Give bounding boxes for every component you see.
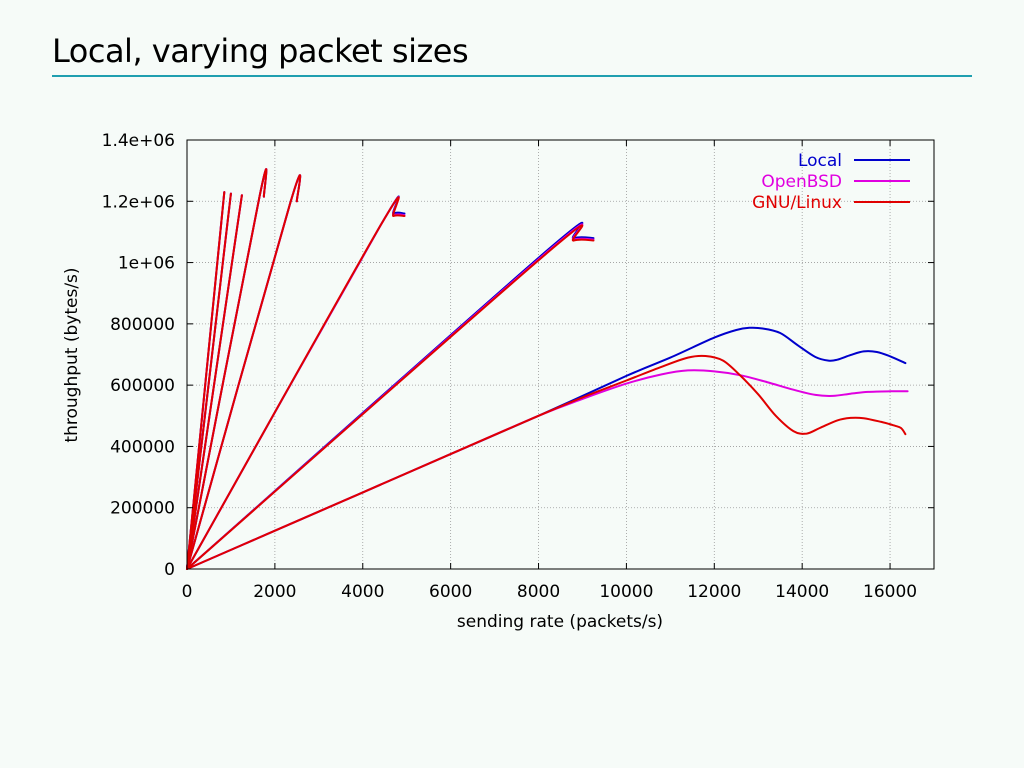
- y-tick-label: 400000: [110, 437, 175, 457]
- series-line-gnu-linux: [186, 224, 595, 570]
- series-line-openbsd: [186, 369, 909, 570]
- slide-title: Local, varying packet sizes: [52, 32, 469, 70]
- legend-label-openbsd: OpenBSD: [761, 172, 842, 192]
- tick-layer: 0 2000 4000 6000 8000 10000 12000 14000 16000 0 20…: [102, 131, 934, 602]
- y-tick-label: 1.2e+06: [102, 192, 175, 212]
- series-line-local: [186, 326, 907, 570]
- series-line-local: [186, 221, 595, 570]
- x-tick-label: 10000: [599, 582, 653, 602]
- y-tick-label: 600000: [110, 376, 175, 396]
- title-divider: [52, 75, 972, 77]
- series-line-gnu-linux: [186, 196, 406, 570]
- series-line-openbsd: [186, 223, 595, 570]
- y-tick-label: 1e+06: [118, 254, 175, 274]
- series-line-gnu-linux: [186, 191, 226, 570]
- x-tick-label: 12000: [687, 582, 741, 602]
- series-line-gnu-linux: [186, 168, 268, 570]
- series-line-gnu-linux: [186, 174, 302, 570]
- x-tick-label: 6000: [429, 582, 472, 602]
- series-line-local: [186, 195, 406, 570]
- x-tick-label: 0: [182, 582, 193, 602]
- x-tick-label: 4000: [341, 582, 384, 602]
- x-axis-label: sending rate (packets/s): [457, 612, 663, 632]
- series-line-gnu-linux: [186, 194, 243, 570]
- series-line-gnu-linux: [186, 354, 907, 570]
- series-layer: [186, 168, 909, 570]
- legend-label-gnu-linux: GNU/Linux: [752, 193, 842, 213]
- legend-label-local: Local: [798, 151, 842, 171]
- series-line-openbsd: [186, 196, 406, 570]
- series-line-gnu-linux: [186, 192, 232, 570]
- plot-frame: [186, 139, 935, 570]
- y-tick-label: 0: [164, 560, 175, 580]
- x-tick-label: 14000: [775, 582, 829, 602]
- y-tick-label: 200000: [110, 499, 175, 519]
- x-tick-label: 8000: [517, 582, 560, 602]
- y-axis-label: throughput (bytes/s): [62, 267, 82, 442]
- x-tick-label: 16000: [863, 582, 917, 602]
- x-tick-label: 2000: [253, 582, 296, 602]
- y-tick-label: 1.4e+06: [102, 131, 175, 151]
- grid-layer: [187, 140, 934, 569]
- y-tick-label: 800000: [110, 315, 175, 335]
